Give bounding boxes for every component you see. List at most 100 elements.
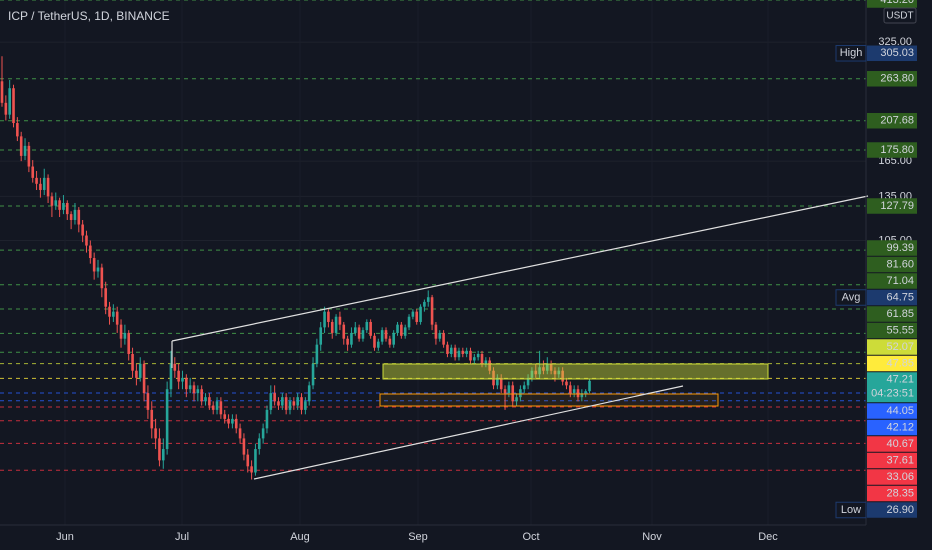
candle-body xyxy=(238,428,242,439)
trend-line xyxy=(171,195,869,342)
candle-body xyxy=(58,200,61,210)
candle-body xyxy=(361,330,365,339)
candle-body xyxy=(215,401,219,410)
candle-body xyxy=(161,449,165,461)
candle-body xyxy=(565,381,568,386)
candle-body xyxy=(257,438,261,450)
candle-body xyxy=(96,267,100,272)
candle-body xyxy=(292,401,296,406)
candle-body xyxy=(227,418,230,424)
candle-body xyxy=(23,145,27,156)
candle-body xyxy=(588,380,591,392)
candle-body xyxy=(27,145,31,167)
candle-body xyxy=(246,454,250,467)
price-tag-label: 37.61 xyxy=(886,454,914,466)
price-tag-name: Low xyxy=(841,504,861,516)
candle-body xyxy=(35,177,38,184)
price-tag-label: 61.85 xyxy=(886,308,914,320)
price-tag xyxy=(867,322,917,339)
price-tag-name: High xyxy=(840,47,863,59)
x-tick-label: Sep xyxy=(408,531,428,543)
candle-body xyxy=(496,377,499,386)
candle-body xyxy=(319,327,323,345)
candle-body xyxy=(530,370,534,378)
candle-body xyxy=(557,370,561,375)
candle-body xyxy=(300,397,303,410)
candle-body xyxy=(446,344,449,354)
price-tag-label: 44.05 xyxy=(886,405,914,417)
candle-body xyxy=(377,341,380,348)
candle-body xyxy=(261,428,265,439)
price-tag-label: 47.85 xyxy=(886,357,914,369)
candle-body xyxy=(419,306,422,322)
candle-body xyxy=(553,370,557,375)
candle-body xyxy=(480,353,484,364)
candle-body xyxy=(219,401,223,415)
currency-label: USDT xyxy=(886,11,913,22)
price-tag xyxy=(867,469,917,485)
candle-body xyxy=(423,301,426,307)
candle-body xyxy=(150,409,154,429)
candle-body xyxy=(281,397,284,406)
price-tag-label: 413.20 xyxy=(880,0,914,6)
candle-body xyxy=(346,338,349,345)
candle-body xyxy=(572,389,576,394)
candle-body xyxy=(434,324,438,339)
currency-box[interactable] xyxy=(883,7,917,24)
candle-body xyxy=(438,332,442,339)
candle-body xyxy=(476,353,480,358)
candle-body xyxy=(457,350,461,358)
price-tag xyxy=(867,355,917,372)
candle-body xyxy=(123,332,127,339)
price-tag-label: 81.60 xyxy=(886,258,914,270)
candle-body xyxy=(488,360,491,371)
price-tag-label: 40.67 xyxy=(886,438,914,450)
price-tag xyxy=(867,0,917,8)
candle-body xyxy=(200,389,203,402)
candle-body xyxy=(561,370,564,382)
x-tick-label: Oct xyxy=(522,531,539,543)
price-tag xyxy=(867,403,917,419)
candle-body xyxy=(223,414,227,419)
candle-body xyxy=(173,363,177,371)
candle-body xyxy=(307,385,311,402)
candle-body xyxy=(177,370,180,382)
candle-body xyxy=(576,389,580,398)
candle-body xyxy=(242,438,246,455)
price-tag-label: 47.21 xyxy=(886,374,914,386)
candle-body xyxy=(380,330,384,342)
candle-body xyxy=(0,81,4,103)
candle-body xyxy=(135,370,138,378)
candles xyxy=(0,56,591,480)
price-tag xyxy=(867,419,917,436)
candle-body xyxy=(288,401,292,410)
candle-body xyxy=(396,324,399,333)
candle-body xyxy=(269,393,273,410)
candle-body xyxy=(31,166,35,178)
price-tag-name: Avg xyxy=(842,291,861,303)
candle-body xyxy=(284,397,288,410)
candle-body xyxy=(534,370,538,375)
candle-body xyxy=(311,363,315,386)
candle-body xyxy=(169,363,173,390)
zone-rectangle xyxy=(379,393,719,407)
candle-body xyxy=(115,311,119,325)
candle-body xyxy=(365,321,369,331)
x-tick-label: Nov xyxy=(642,531,662,543)
candle-body xyxy=(515,397,518,402)
candle-body xyxy=(315,344,319,364)
candle-body xyxy=(461,350,465,354)
candle-body xyxy=(50,196,54,206)
candle-body xyxy=(54,200,58,206)
price-tag xyxy=(867,372,917,403)
candle-body xyxy=(158,438,161,461)
candle-body xyxy=(503,389,507,394)
price-tag xyxy=(867,240,917,256)
x-tick-label: Jun xyxy=(56,531,74,543)
x-tick-label: Dec xyxy=(758,531,778,543)
candle-body xyxy=(112,311,115,317)
candle-body xyxy=(62,202,65,210)
candle-body xyxy=(104,288,107,307)
price-tag xyxy=(867,485,917,502)
